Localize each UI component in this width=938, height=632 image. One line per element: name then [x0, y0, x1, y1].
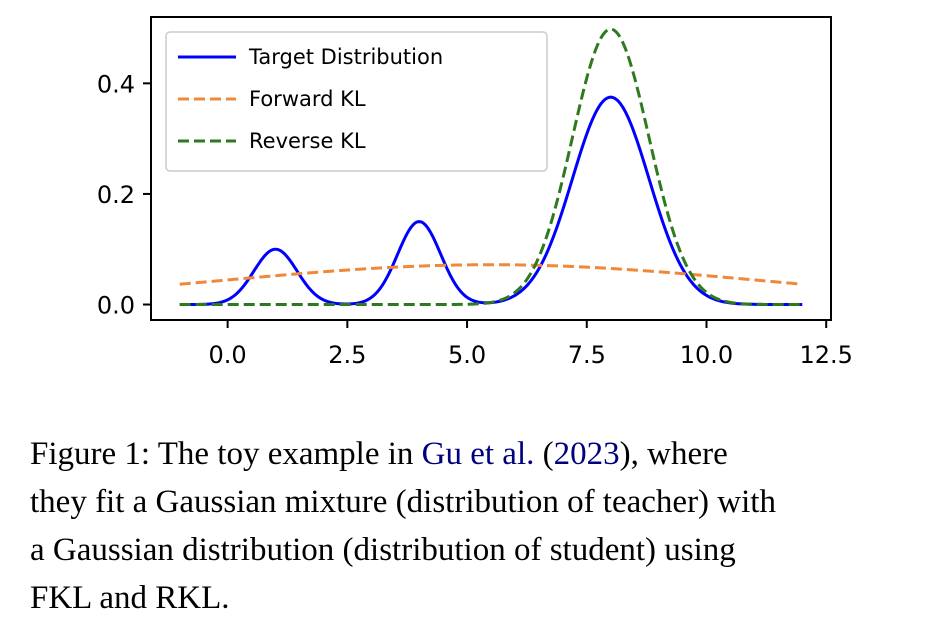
caption-line-1: Figure 1: The toy example in Gu et al. (…	[30, 430, 910, 478]
caption-line-4: FKL and RKL.	[30, 580, 230, 616]
caption-text-1a: Figure 1: The toy example in	[30, 436, 422, 472]
y-tick-label: 0.4	[97, 70, 135, 98]
legend-label-target-distribution: Target Distribution	[248, 45, 443, 69]
legend: Target Distribution Forward KL Reverse K…	[165, 31, 548, 172]
plot-frame	[150, 16, 832, 321]
chart: 0.0 2.5 5.0 7.5 10.0 12.5 0.0 0.2 0.4 Target Dis…	[97, 16, 853, 369]
x-tick-label: 0.0	[209, 341, 247, 369]
legend-box	[165, 31, 548, 172]
y-tick-label: 0.2	[97, 181, 135, 209]
caption-line-3: a Gaussian distribution (distribution of…	[30, 532, 736, 568]
x-tick-label: 5.0	[448, 341, 486, 369]
caption-text-1b: (	[534, 436, 554, 472]
citation-link-year[interactable]: 2023	[553, 436, 620, 472]
y-tick-label: 0.0	[97, 292, 135, 320]
series-line-reverse-kl	[179, 27, 803, 307]
x-tick-label: 7.5	[568, 341, 606, 369]
caption-line-2: they fit a Gaussian mixture (distributio…	[30, 484, 776, 520]
x-tick-label: 10.0	[680, 341, 733, 369]
x-tick-label: 2.5	[328, 341, 366, 369]
caption-text-1c: ), where	[619, 436, 728, 472]
legend-label-forward-kl: Forward KL	[249, 87, 366, 111]
chart-area: 0.0 2.5 5.0 7.5 10.0 12.5 0.0 0.2 0.4 Target Dis…	[97, 16, 853, 369]
series-line-forward-kl	[179, 263, 803, 286]
figure-caption: Figure 1: The toy example in Gu et al. (…	[30, 430, 910, 622]
citation-link-authors[interactable]: Gu et al.	[421, 436, 535, 472]
ticks-layer: 0.0 2.5 5.0 7.5 10.0 12.5 0.0 0.2 0.4	[97, 70, 853, 369]
legend-label-reverse-kl: Reverse KL	[249, 129, 366, 153]
series-layer	[179, 27, 803, 307]
x-tick-label: 12.5	[799, 341, 852, 369]
